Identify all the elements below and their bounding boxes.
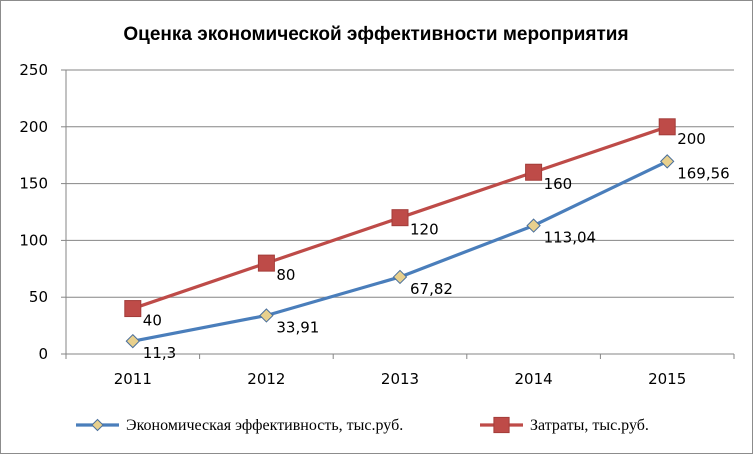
y-tick-label: 100 [19,231,48,249]
axes [65,70,734,355]
data-label: 113,04 [544,229,597,247]
data-point [259,308,274,323]
data-label: 40 [143,312,162,330]
data-point [391,209,409,227]
y-tick-label: 150 [19,175,48,193]
data-point [125,333,141,349]
data-label: 200 [677,130,706,148]
x-tick-label: 2015 [648,370,686,388]
x-tick-label: 2013 [381,370,419,388]
data-label: 160 [544,175,573,193]
data-point [124,300,142,318]
data-point [659,154,675,169]
data-label: 11,3 [143,344,176,362]
legend: Экономическая эффективность, тыс.руб. Зат… [76,416,649,434]
data-label: 33,91 [276,318,319,336]
x-tick-label: 2014 [515,370,553,388]
series-line [132,159,668,343]
data-labels: 11,3 33,91 67,82 113,04 169,56 40 80 120 160 200 [143,130,730,362]
data-point [257,254,275,272]
data-label: 67,82 [410,280,453,298]
data-point [392,269,408,285]
y-tick-label: 250 [19,61,48,79]
legend-marker [493,416,510,434]
legend-label: Экономическая эффективность, тыс.руб. [126,417,403,434]
x-tick-label: 2012 [247,370,285,388]
x-axis-ticks: 2011 2012 2013 2014 2015 [65,354,735,388]
legend-marker [91,418,104,432]
series-markers [124,118,676,349]
data-label: 120 [410,221,439,239]
data-point [525,163,543,181]
y-tick-label: 0 [38,345,48,363]
data-point [658,118,676,136]
data-label: 80 [276,266,295,284]
chart-title: Оценка экономической эффективности мероп… [123,24,628,45]
y-tick-label: 50 [29,288,48,306]
legend-label: Затраты, тыс.руб. [530,417,649,434]
data-label: 169,56 [677,164,730,182]
y-tick-label: 200 [19,118,48,136]
data-point [526,218,541,233]
y-axis-ticks: 0 50 100 150 200 250 [19,61,48,363]
x-tick-label: 2011 [114,370,152,388]
